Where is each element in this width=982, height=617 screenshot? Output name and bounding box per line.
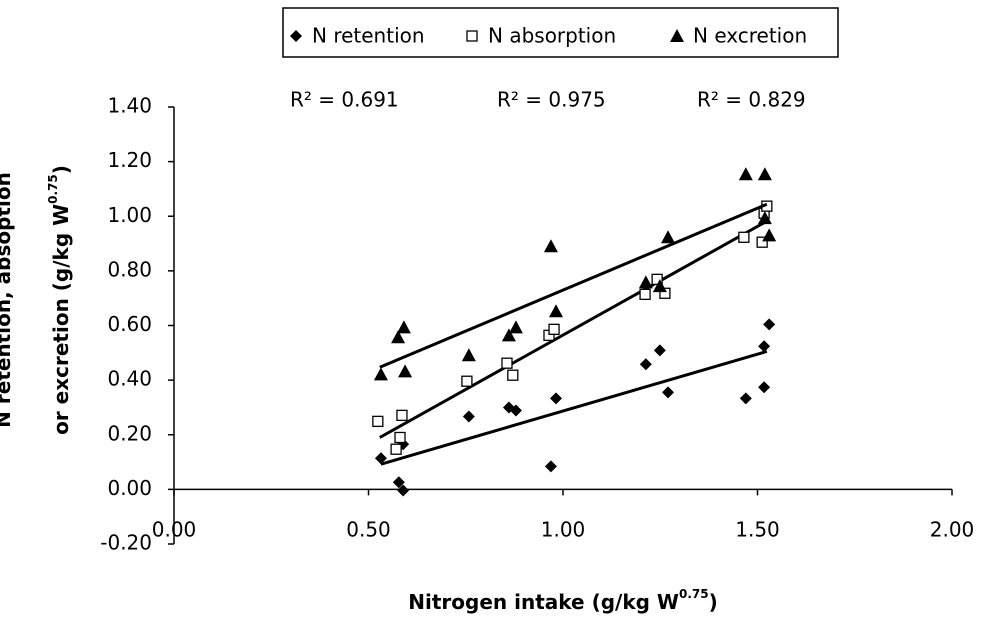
x-tick-label: 2.00	[930, 518, 975, 542]
legend-label: N retention	[312, 24, 425, 48]
point	[502, 401, 515, 414]
y-title-line: or excretion (g/kg W	[49, 204, 73, 435]
y-tick-label: 1.00	[107, 203, 152, 227]
legend-marker	[466, 30, 478, 42]
point	[392, 476, 405, 489]
y-tick-label: 0.60	[107, 312, 152, 336]
point	[757, 167, 772, 181]
point	[396, 320, 411, 334]
point	[461, 375, 473, 387]
point	[763, 318, 776, 331]
point	[374, 452, 387, 465]
legend-box	[282, 7, 839, 58]
point	[373, 367, 388, 381]
y-tick-label: 0.80	[107, 257, 152, 281]
trendline	[379, 202, 768, 369]
point	[661, 230, 676, 244]
y-tick-label: 1.20	[107, 148, 152, 172]
point	[508, 320, 523, 334]
x-tick-label: 1.00	[541, 518, 586, 542]
point	[461, 348, 476, 362]
x-tick-label: 0.00	[152, 518, 197, 542]
x-title-main: Nitrogen intake (g/kg W	[408, 590, 679, 614]
y-axis-title: or excretion (g/kg W0.75)	[46, 165, 73, 435]
y-tick-label: -0.20	[100, 531, 152, 555]
point	[509, 404, 522, 417]
y-tick-label: 1.40	[107, 94, 152, 118]
x-tick-label: 0.50	[346, 518, 391, 542]
r-squared: R² = 0.691	[290, 88, 399, 112]
point	[758, 381, 771, 394]
point	[756, 236, 768, 248]
point	[391, 330, 406, 344]
legend-label: N absorption	[488, 24, 616, 48]
point	[501, 328, 516, 342]
x-title-sup: 0.75	[679, 587, 709, 601]
point	[544, 460, 557, 473]
y-title-sup: 0.75	[46, 174, 60, 204]
r-squared: R² = 0.975	[497, 88, 606, 112]
point	[501, 357, 513, 369]
point	[659, 287, 671, 299]
point	[549, 392, 562, 405]
point	[507, 369, 519, 381]
point	[762, 228, 777, 242]
x-title-end: )	[709, 590, 718, 614]
point	[653, 344, 666, 357]
r-squared: R² = 0.829	[697, 88, 806, 112]
point	[548, 323, 560, 335]
point	[757, 211, 772, 225]
point	[548, 304, 563, 318]
legend-marker	[290, 30, 302, 42]
point	[543, 239, 558, 253]
point	[638, 275, 653, 289]
y-title-line: N retention, absoption	[0, 172, 15, 428]
point	[398, 364, 413, 378]
y-axis-title: N retention, absoption	[0, 172, 15, 428]
legend-marker	[670, 29, 684, 42]
point	[396, 409, 408, 422]
point	[738, 231, 750, 243]
legend-label: N excretion	[693, 24, 807, 48]
x-axis-title: Nitrogen intake (g/kg W0.75)	[408, 587, 717, 614]
x-tick-label: 1.50	[735, 518, 780, 542]
trendline	[379, 219, 768, 439]
y-tick-label: 0.40	[107, 367, 152, 391]
point	[758, 340, 771, 353]
point	[639, 358, 652, 371]
point	[652, 279, 667, 293]
point	[639, 288, 651, 301]
point	[462, 410, 475, 423]
point	[662, 386, 675, 399]
point	[738, 167, 753, 181]
point	[397, 484, 410, 497]
point	[739, 392, 752, 405]
point	[394, 431, 406, 444]
y-title-end: )	[49, 165, 73, 174]
trendline	[380, 350, 768, 466]
y-tick-label: 0.20	[107, 421, 152, 445]
y-tick-label: 0.00	[107, 476, 152, 500]
point	[390, 443, 402, 455]
point	[372, 415, 384, 428]
